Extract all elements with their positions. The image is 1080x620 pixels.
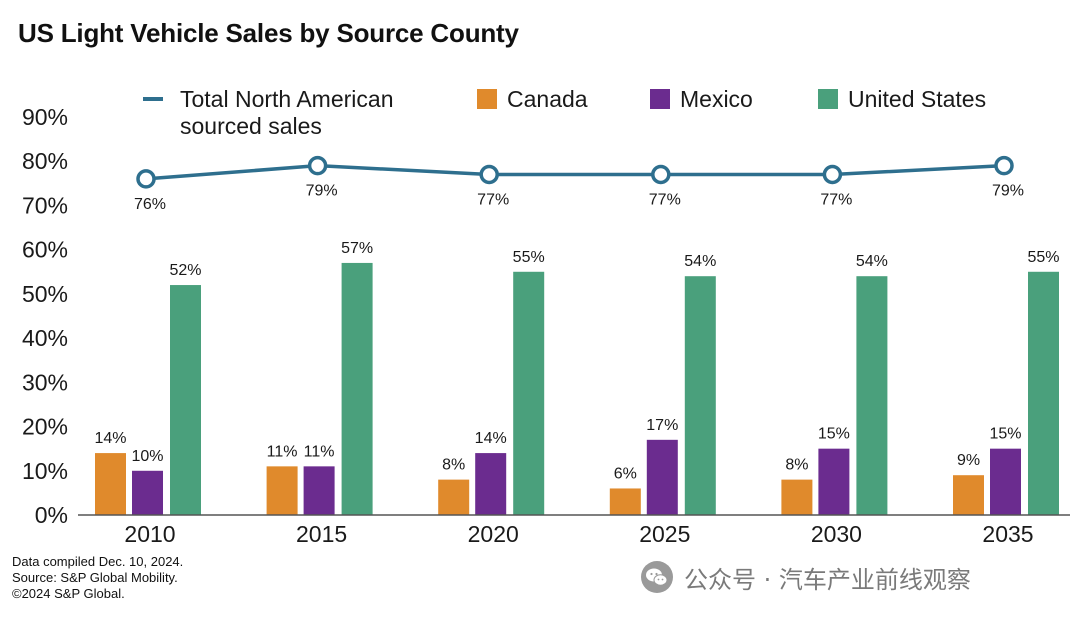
legend-swatch xyxy=(477,89,497,109)
bar-data-label: 11% xyxy=(267,443,298,460)
bar xyxy=(646,439,678,515)
bar-data-label: 11% xyxy=(304,443,335,460)
total-line-marker xyxy=(651,164,671,185)
bar-data-label: 6% xyxy=(614,465,637,482)
total-line-marker xyxy=(994,155,1014,176)
bar xyxy=(684,276,716,515)
y-tick-label: 0% xyxy=(35,502,68,528)
bar xyxy=(266,466,298,515)
y-tick-label: 20% xyxy=(22,414,68,440)
legend-label: Canada xyxy=(507,86,588,112)
bar-data-label: 8% xyxy=(442,457,465,474)
source-line: Source: S&P Global Mobility. xyxy=(12,570,178,585)
bar-data-label: 54% xyxy=(684,253,716,270)
compiled-date-note: Data compiled Dec. 10, 2024. xyxy=(12,554,184,569)
total-data-label: 79% xyxy=(306,183,338,200)
bar-data-label: 55% xyxy=(513,249,545,266)
legend-swatch xyxy=(818,89,838,109)
bar xyxy=(303,466,335,515)
bar xyxy=(990,448,1021,515)
x-tick-label: 2035 xyxy=(982,521,1033,547)
watermark-text: 公众号 · 汽车产业前线观察 xyxy=(684,565,971,594)
bar xyxy=(475,453,507,515)
bar xyxy=(953,475,984,515)
bar xyxy=(856,276,888,515)
source-note: Data compiled Dec. 10, 2024. Source: S&P… xyxy=(12,554,183,602)
bar-data-label: 52% xyxy=(169,262,201,279)
bar-data-label: 15% xyxy=(818,426,850,443)
bar-data-label: 57% xyxy=(341,240,373,257)
bar xyxy=(818,448,850,515)
bar-data-label: 14% xyxy=(94,430,126,447)
bar xyxy=(609,488,641,515)
chart-title: US Light Vehicle Sales by Source County xyxy=(18,18,519,48)
x-tick-label: 2015 xyxy=(296,521,347,547)
total-data-label: 77% xyxy=(477,191,509,208)
bar-data-label: 14% xyxy=(475,430,507,447)
total-data-label: 77% xyxy=(820,191,852,208)
y-tick-label: 30% xyxy=(22,369,68,395)
y-tick-label: 70% xyxy=(22,192,68,218)
y-tick-label: 50% xyxy=(22,281,68,307)
y-tick-label: 90% xyxy=(22,104,68,130)
x-tick-label: 2020 xyxy=(468,521,519,547)
x-tick-label: 2030 xyxy=(811,521,862,547)
y-tick-label: 60% xyxy=(22,237,68,263)
bar xyxy=(132,470,163,515)
bar-data-label: 8% xyxy=(785,457,808,474)
bar xyxy=(781,479,813,515)
total-data-label: 76% xyxy=(134,196,166,213)
total-line-marker xyxy=(822,164,843,185)
x-tick-label: 2010 xyxy=(124,521,175,547)
bar-data-label: 10% xyxy=(131,448,163,465)
watermark: 公众号 · 汽车产业前线观察 xyxy=(640,560,971,594)
bar xyxy=(341,262,373,515)
bar-data-label: 15% xyxy=(989,426,1021,443)
y-tick-label: 40% xyxy=(22,325,68,351)
bar xyxy=(170,285,201,515)
bar-data-label: 54% xyxy=(856,253,888,270)
legend-label: United States xyxy=(848,86,986,112)
total-line-marker xyxy=(479,164,499,185)
total-data-label: 79% xyxy=(992,183,1024,200)
bar-data-label: 17% xyxy=(646,417,678,434)
legend-label: Mexico xyxy=(680,86,753,112)
total-data-label: 77% xyxy=(649,191,681,208)
y-tick-label: 80% xyxy=(22,148,68,174)
total-line xyxy=(145,163,1005,181)
bar-data-label: 55% xyxy=(1027,249,1059,266)
bar xyxy=(95,453,126,515)
legend-label-total: sourced sales xyxy=(180,113,322,139)
total-line-marker xyxy=(307,155,328,176)
bar-data-label: 9% xyxy=(957,452,980,469)
bar xyxy=(438,479,470,515)
y-tick-label: 10% xyxy=(22,458,68,484)
total-line-marker xyxy=(136,169,156,189)
legend-swatch xyxy=(650,89,670,109)
copyright-line: ©2024 S&P Global. xyxy=(12,586,125,601)
wechat-icon xyxy=(641,561,673,593)
legend-label-total: Total North American xyxy=(180,86,393,112)
bar xyxy=(1028,271,1059,515)
bar xyxy=(513,271,545,515)
x-tick-label: 2025 xyxy=(639,521,690,547)
